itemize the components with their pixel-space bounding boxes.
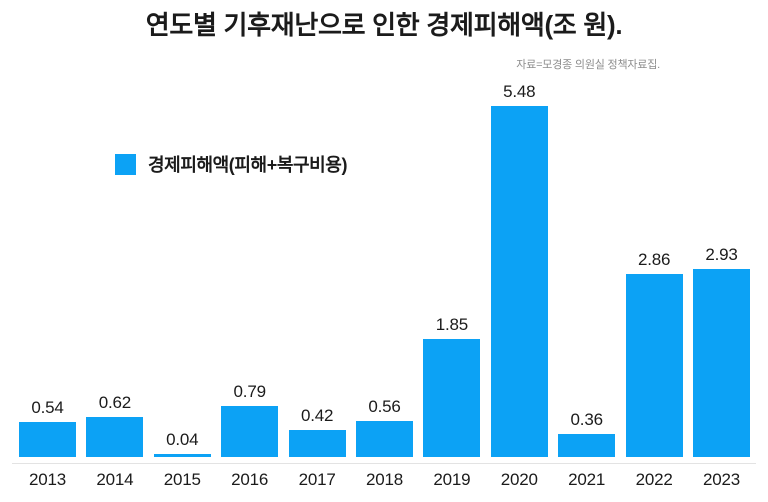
bar[interactable] — [625, 273, 683, 457]
bar-value-label: 5.48 — [503, 82, 536, 101]
x-axis-tick-label: 2020 — [500, 470, 538, 489]
bar[interactable] — [221, 406, 279, 457]
bar-value-label: 0.79 — [233, 382, 266, 402]
bar[interactable] — [19, 422, 76, 457]
x-axis-tick-label: 2021 — [568, 470, 606, 489]
bar-value-label: 0.04 — [166, 430, 199, 449]
bar[interactable] — [356, 421, 413, 457]
chart-title: 연도별 기후재난으로 인한 경제피해액(조 원). — [145, 10, 623, 40]
x-axis-tick-label: 2019 — [433, 470, 471, 489]
bar[interactable] — [153, 454, 211, 457]
x-axis-tick-label: 2014 — [96, 470, 134, 489]
bar[interactable] — [423, 338, 481, 457]
x-axis-tick-label: 2022 — [635, 470, 673, 489]
x-axis-tick-label: 2016 — [231, 470, 269, 489]
legend-swatch-icon — [115, 153, 136, 175]
x-axis-line — [12, 463, 756, 464]
bar-value-label: 0.62 — [98, 393, 132, 413]
bar[interactable] — [693, 269, 750, 457]
bar-value-label: 2.93 — [705, 245, 738, 265]
bar-value-label: 0.36 — [570, 409, 603, 429]
bar[interactable] — [558, 433, 616, 457]
x-axis-tick-label: 2015 — [163, 470, 201, 489]
x-axis-tick-label: 2023 — [702, 470, 741, 489]
bar-value-label: 2.86 — [637, 249, 671, 269]
bar-value-label: 0.42 — [300, 406, 334, 426]
chart-legend: 경제피해액(피해+복구비용) — [115, 151, 347, 177]
bar-value-label: 1.85 — [435, 314, 469, 334]
x-axis-tick-label: 2013 — [28, 470, 67, 489]
bar[interactable] — [490, 106, 548, 457]
bar-value-label: 0.56 — [368, 397, 401, 417]
bar-value-label: 0.54 — [31, 398, 64, 418]
x-axis-tick-label: 2017 — [298, 470, 336, 489]
legend-item-label: 경제피해액(피해+복구비용) — [148, 155, 348, 175]
x-axis-tick-label: 2018 — [365, 470, 404, 489]
bar[interactable] — [288, 430, 346, 457]
bar[interactable] — [86, 417, 144, 457]
chart-source-note: 자료=모경종 의원실 정책자료집. — [516, 59, 660, 71]
